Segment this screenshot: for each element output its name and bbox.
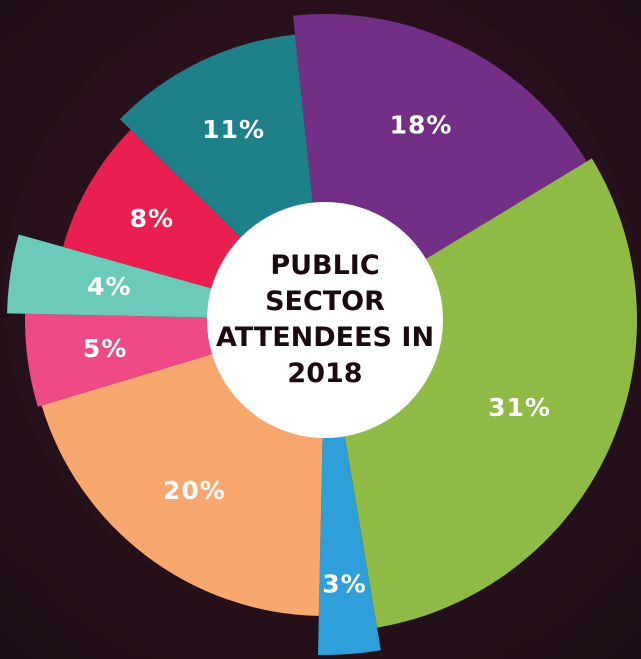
center-label-box: PUBLIC SECTOR ATTENDEES IN 2018 bbox=[215, 250, 435, 389]
slice-label: 11% bbox=[202, 115, 265, 144]
slice-label: 31% bbox=[488, 393, 551, 422]
slice-label: 3% bbox=[322, 569, 366, 598]
slice-label: 5% bbox=[83, 334, 127, 363]
center-circle bbox=[207, 202, 443, 438]
slice-label: 20% bbox=[163, 476, 226, 505]
slice-label: 4% bbox=[87, 272, 131, 301]
slice-label: 18% bbox=[390, 111, 453, 140]
chart-title: PUBLIC SECTOR ATTENDEES IN 2018 bbox=[215, 250, 435, 389]
slice-label: 8% bbox=[130, 204, 174, 233]
